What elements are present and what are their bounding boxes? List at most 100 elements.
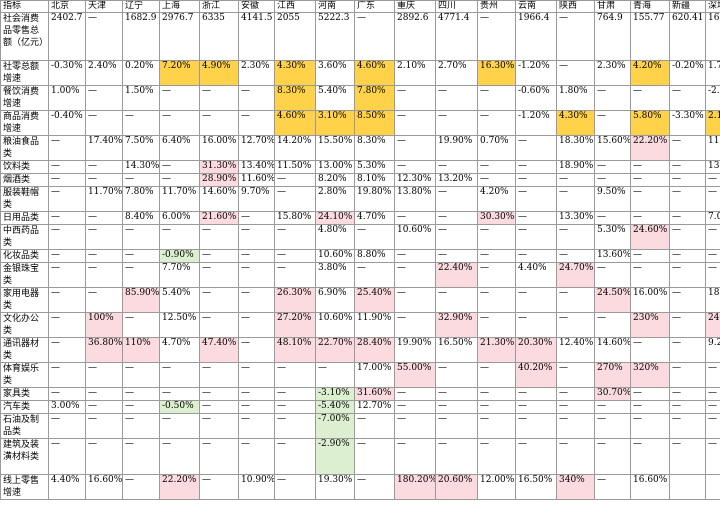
table-cell: — (122, 110, 160, 136)
table-cell: 2.80% (315, 186, 355, 212)
table-cell: — (199, 249, 239, 263)
table-cell: — (669, 160, 706, 174)
table-cell: — (594, 173, 631, 187)
table-cell: — (199, 362, 239, 388)
table-cell: — (594, 474, 631, 500)
table-cell: 22.20% (159, 474, 200, 500)
table-cell: — (394, 287, 436, 313)
table-cell: 2.10% (394, 60, 436, 86)
table-cell: — (315, 362, 355, 388)
table-cell: 14.30% (122, 160, 160, 174)
table-cell: 19.80% (354, 186, 395, 212)
table-cell: — (556, 413, 595, 439)
table-cell: — (515, 173, 557, 187)
table-cell (669, 474, 706, 500)
table-cell: 16.50% (515, 474, 557, 500)
table-cell: — (630, 160, 670, 174)
table-cell: — (159, 160, 200, 174)
row-label: 社会消费品零售总额（亿元） (0, 12, 49, 61)
table-cell: 55.00% (394, 362, 436, 388)
table-cell: — (594, 400, 631, 414)
table-cell: 14.60% (594, 337, 631, 363)
table-cell: — (630, 413, 670, 439)
table-cell: — (477, 160, 516, 174)
table-cell: — (515, 287, 557, 313)
table-cell: — (594, 413, 631, 439)
table-cell: — (48, 224, 86, 250)
table-cell: — (238, 337, 275, 363)
table-cell: — (477, 287, 516, 313)
table-cell: — (159, 438, 200, 475)
table-cell: — (159, 387, 200, 401)
table-cell: — (705, 262, 720, 288)
table-cell: — (594, 312, 631, 338)
row-label: 社零总额增速 (0, 60, 49, 86)
table-cell: — (630, 186, 670, 212)
table-cell: — (630, 337, 670, 363)
table-cell: 7.80% (354, 85, 395, 111)
table-cell: — (705, 173, 720, 187)
table-cell: — (48, 262, 86, 288)
table-cell: — (435, 400, 478, 414)
table-cell: 19.90% (394, 337, 436, 363)
table-cell: 2976.7 (159, 12, 200, 61)
table-cell: — (394, 85, 436, 111)
table-cell: 4.40% (515, 262, 557, 288)
table-row: 金银珠宝类 — — —7.70% — — —3.80% — —22.40% —4.40% 24.70… (0, 262, 720, 288)
table-cell: — (435, 224, 478, 250)
table-cell: — (354, 12, 395, 61)
table-row: 中西药品类 — — — — — — —4.80% —10.60% — — — —5.30% 24.60% —… (0, 224, 720, 250)
table-cell: 8.80% (354, 249, 395, 263)
table-cell: — (238, 287, 275, 313)
table-row: 餐饮消费增速 1.00% —1.50% — — —8.30% 5.40% 7.80% — — — -0… (0, 85, 720, 111)
table-cell: 18.30% (556, 135, 595, 161)
table-cell: 85.90% (122, 287, 160, 313)
table-cell: 19.90% (435, 135, 478, 161)
table-cell: 2.30% (238, 60, 275, 86)
table-cell: — (556, 60, 595, 86)
table-cell: 7.20% (159, 60, 200, 86)
table-cell: — (669, 211, 706, 225)
table-cell: — (669, 400, 706, 414)
table-cell: — (48, 186, 86, 212)
table-cell: — (515, 211, 557, 225)
table-cell: 8.50% (354, 110, 395, 136)
table-cell: — (435, 438, 478, 475)
table-cell: — (556, 287, 595, 313)
table-cell: — (85, 173, 123, 187)
table-cell: — (274, 400, 316, 414)
table-cell: — (394, 135, 436, 161)
table-cell: 30.30% (477, 211, 516, 225)
table-cell: — (435, 287, 478, 313)
table-cell: 6.90% (315, 287, 355, 313)
table-cell: 5.30% (354, 160, 395, 174)
table-cell: 0.70% (477, 135, 516, 161)
table-cell: 14.60% (199, 186, 239, 212)
table-cell: 20.30% (515, 337, 557, 363)
table-row: 线上零售增速 4.40% 16.60% —22.20% —10.90% —19.30% —1… (0, 474, 720, 500)
header-cell: 贵州 (477, 0, 516, 13)
table-cell: — (515, 438, 557, 475)
table-cell: 3.80% (315, 262, 355, 288)
table-cell: — (394, 262, 436, 288)
table-cell: — (669, 135, 706, 161)
table-cell: — (594, 211, 631, 225)
header-cell: 新疆 (669, 0, 706, 13)
table-cell: 5.30% (594, 224, 631, 250)
table-cell: — (630, 211, 670, 225)
table-cell: 17.00% (354, 362, 395, 388)
table-cell: 2.40% (85, 60, 123, 86)
table-cell: 13.60% (594, 249, 631, 263)
header-cell: 安徽 (238, 0, 275, 13)
table-cell: -3.10% (315, 387, 355, 401)
header-cell: 青海 (630, 0, 670, 13)
table-cell: 24.70% (556, 262, 595, 288)
table-cell: — (122, 474, 160, 500)
table-cell: — (238, 110, 275, 136)
table-cell: — (85, 110, 123, 136)
table-cell: — (705, 438, 720, 475)
table-cell: — (477, 12, 516, 61)
row-label: 商品消费增速 (0, 110, 49, 136)
header-cell: 甘肃 (594, 0, 631, 13)
table-cell: 16.00% (630, 287, 670, 313)
